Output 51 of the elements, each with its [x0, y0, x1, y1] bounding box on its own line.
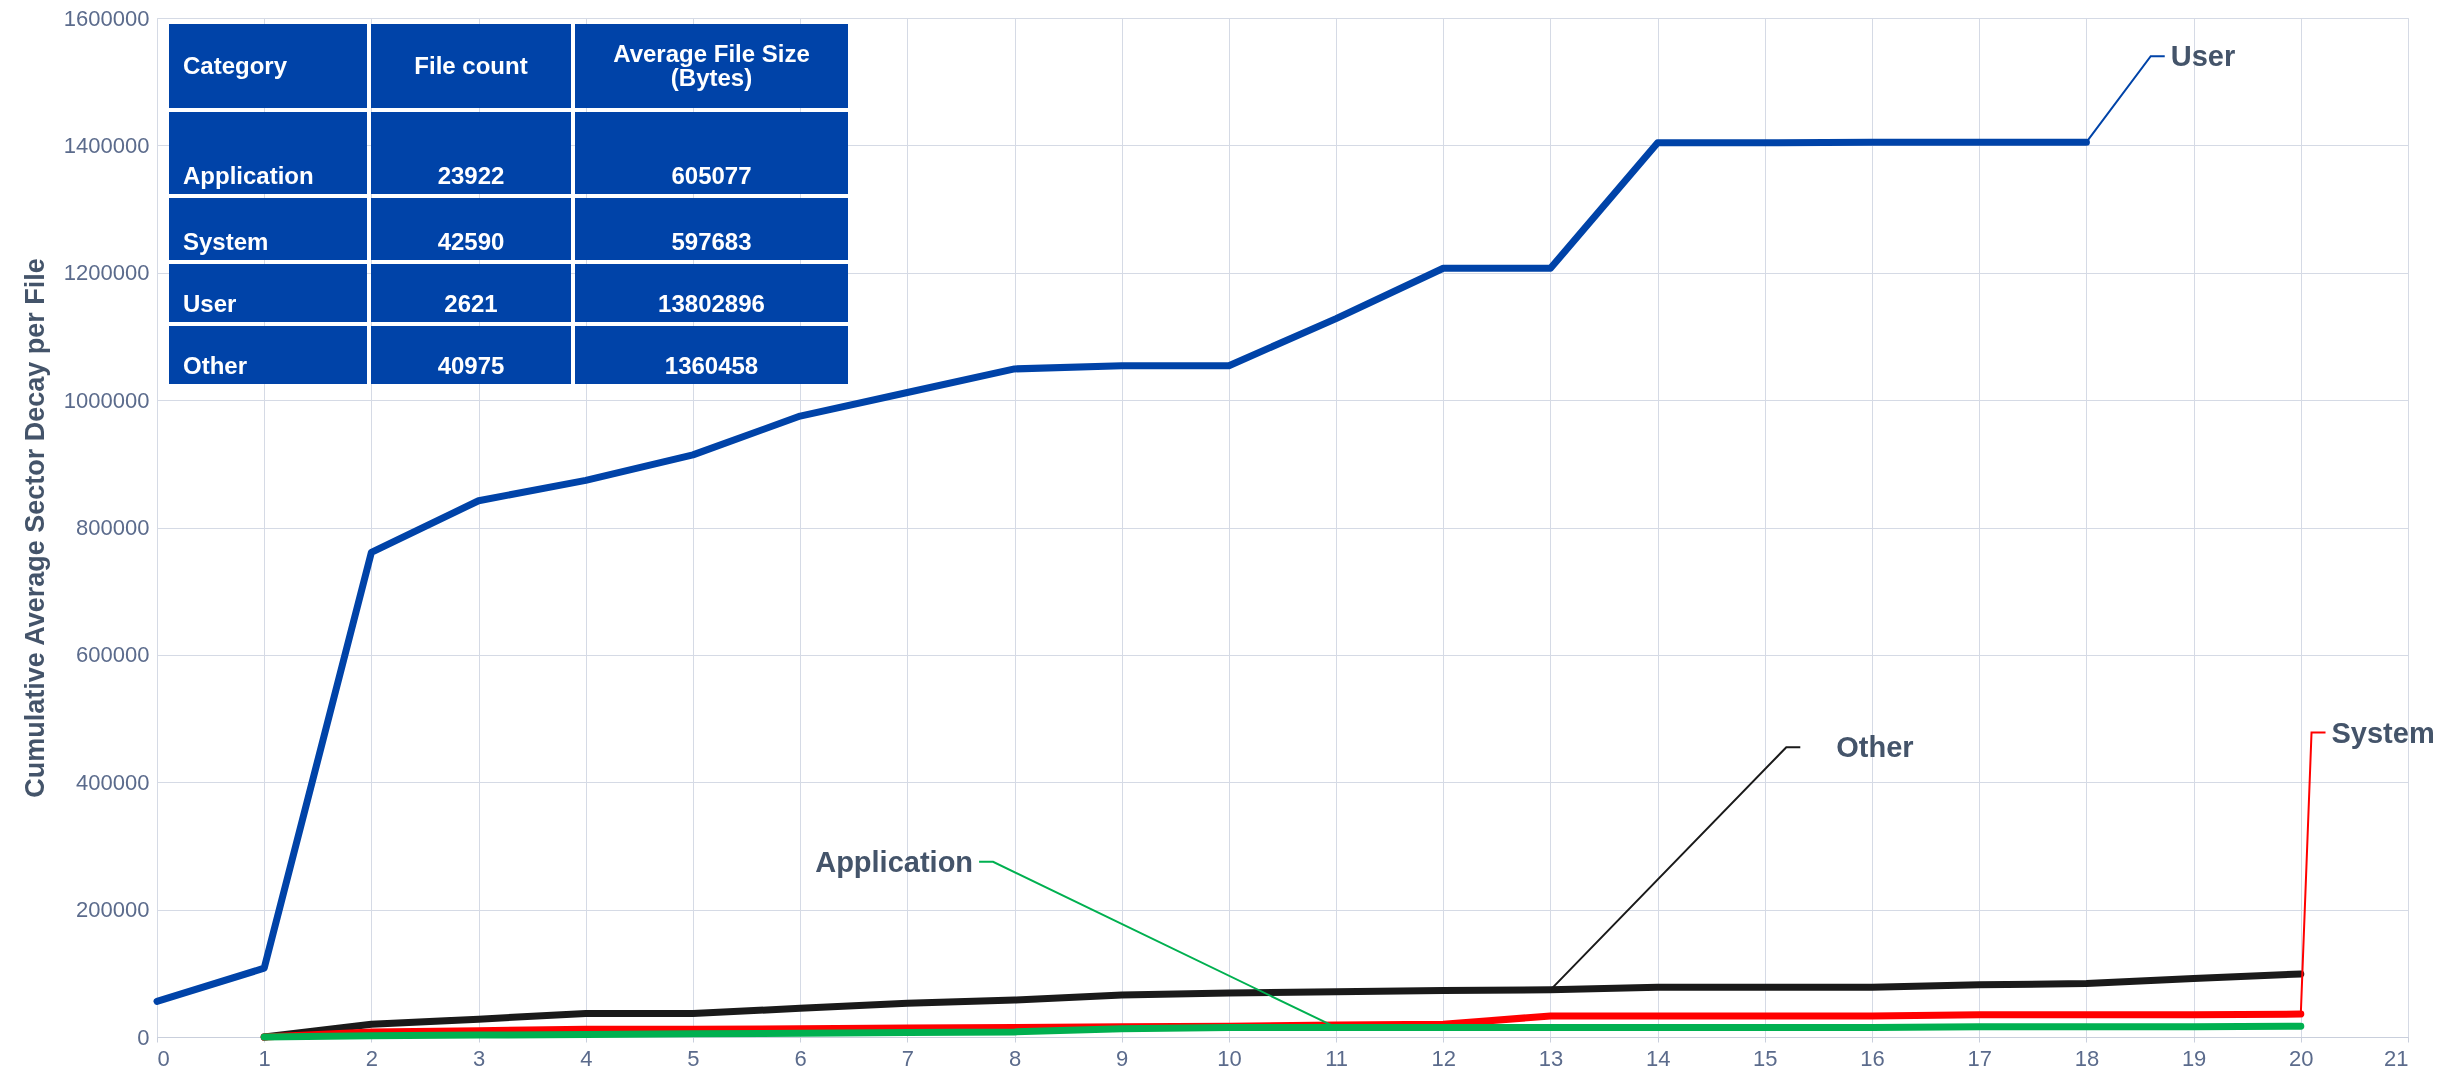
annotation: Application [169, 112, 367, 194]
annotation: Average File Size (Bytes) [575, 24, 848, 108]
annotation: 605077 [575, 112, 848, 194]
x-tick-label: 6 [794, 1045, 807, 1071]
x-tick-label: 5 [687, 1045, 700, 1071]
x-tick-label: 9 [1116, 1045, 1129, 1071]
annotation: 597683 [575, 198, 848, 260]
y-tick-label: 800000 [76, 515, 150, 540]
text: User [2170, 40, 2236, 73]
x-tick-label: 20 [2289, 1045, 2314, 1071]
text: Application [815, 845, 974, 878]
x-tick-label: 3 [472, 1045, 486, 1071]
annotation: File count [371, 24, 571, 108]
annotation: 2621 [371, 264, 571, 322]
annotation: Category [169, 24, 367, 108]
annotation: Other [169, 326, 367, 384]
x-tick-label: 13 [1538, 1045, 1564, 1071]
x-tick-label: 4 [580, 1045, 593, 1071]
annotation: 1360458 [575, 326, 848, 384]
annotation: 42590 [371, 198, 571, 260]
x-tick-label: 8 [1008, 1045, 1022, 1071]
y-tick-label: 0 [137, 1024, 150, 1050]
x-tick-label: 2 [365, 1045, 379, 1071]
x-tick-label: 11 [1325, 1045, 1349, 1071]
x-tick-label: 15 [1753, 1045, 1778, 1071]
y-axis-title: Cumulative Average Sector Decay per File [19, 258, 50, 798]
annotation: 23922 [371, 112, 571, 194]
x-tick-label: 7 [901, 1045, 914, 1071]
y-tick-label: 1600000 [63, 5, 150, 31]
y-tick-label: 200000 [76, 897, 150, 923]
y-tick-label: 400000 [76, 769, 150, 795]
annotation: 13802896 [575, 264, 848, 322]
text: System [2331, 716, 2435, 749]
x-tick-label: 1 [258, 1045, 271, 1071]
x-tick-label: 12 [1431, 1045, 1457, 1071]
y-tick-label: 1400000 [63, 132, 150, 158]
y-tick-label: 600000 [76, 642, 150, 668]
annotation: User [169, 264, 367, 322]
x-tick-label: 19 [2181, 1045, 2207, 1071]
y-tick-label: 1200000 [63, 260, 150, 286]
y-tick-label: 1000000 [63, 387, 150, 413]
x-tick-label: 21 [2384, 1045, 2409, 1071]
text: Other [1836, 731, 1914, 764]
x-tick-label: 17 [1967, 1045, 1992, 1071]
x-tick-label: 14 [1645, 1045, 1671, 1071]
x-tick-label: 10 [1217, 1045, 1242, 1071]
x-tick-label: 0 [157, 1045, 170, 1071]
annotation: System [169, 198, 367, 260]
annotation: 40975 [371, 326, 571, 384]
x-tick-label: 16 [1860, 1045, 1885, 1071]
x-tick-label: 18 [2074, 1045, 2100, 1071]
